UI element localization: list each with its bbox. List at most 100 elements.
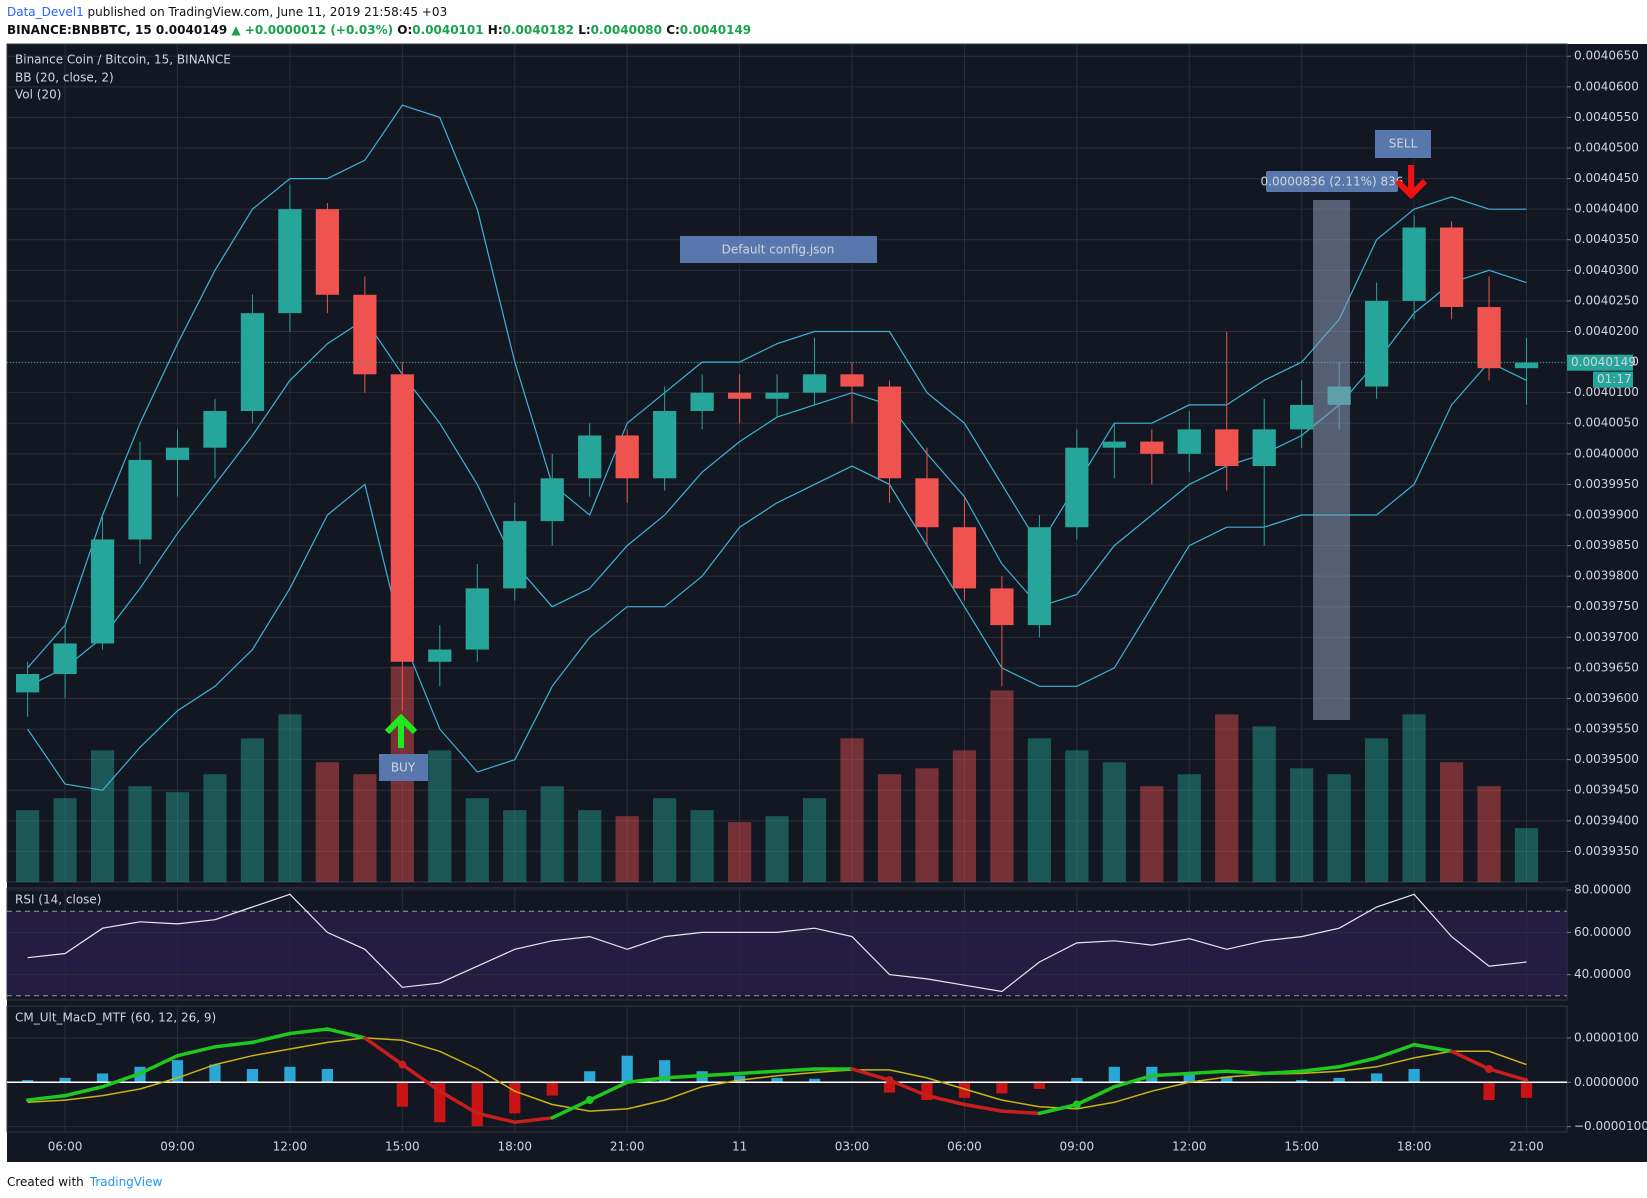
- candle-body: [540, 478, 564, 522]
- candle-body: [1252, 429, 1276, 467]
- macd-segment: [363, 1036, 405, 1067]
- macd-segment: [550, 1098, 592, 1120]
- volume-bar: [840, 738, 864, 882]
- y-tick-label: 0.0039900: [1574, 507, 1639, 521]
- candle-body: [465, 588, 489, 650]
- rsi-band: [7, 911, 1567, 996]
- volume-bar: [1477, 786, 1501, 882]
- volume-bar: [1365, 738, 1389, 882]
- histogram-bar: [171, 1060, 184, 1083]
- close: 0.0040149: [680, 23, 751, 37]
- x-tick-label: 09:00: [1060, 1140, 1095, 1154]
- candle-body: [915, 478, 939, 528]
- y-tick-label: 0.0040400: [1574, 202, 1639, 216]
- c-label: C:: [666, 23, 680, 37]
- bollinger-line: [27, 104, 1527, 669]
- pane-title: RSI (14, close): [15, 893, 101, 907]
- volume-bar: [727, 822, 752, 882]
- y-tick-label: 0.0040350: [1574, 232, 1639, 246]
- macd-segment: [400, 1062, 442, 1093]
- candle-body: [1177, 429, 1201, 454]
- volume-bar: [203, 774, 227, 882]
- macd-segment: [662, 1073, 704, 1080]
- countdown: 01:17: [1597, 372, 1632, 386]
- countdown-tag: [1593, 371, 1633, 388]
- x-tick-label: 03:00: [835, 1140, 870, 1154]
- candle-body: [203, 411, 227, 448]
- candle-body: [1027, 527, 1051, 626]
- y-tick-label: 0.0039600: [1574, 691, 1639, 705]
- footer-line: Created with TradingView: [7, 1175, 162, 1189]
- volume-bar: [90, 750, 115, 882]
- buy-label: BUY: [391, 761, 416, 775]
- x-tick-label: 21:00: [610, 1140, 645, 1154]
- y-tick-label: 0.0039800: [1574, 569, 1639, 583]
- h-label: H:: [488, 23, 503, 37]
- x-tick-label: 15:00: [1284, 1140, 1319, 1154]
- indicator-label: Vol (20): [15, 88, 61, 102]
- histogram-bar: [1296, 1080, 1308, 1083]
- histogram-bar: [584, 1071, 596, 1083]
- volume-bar: [1102, 762, 1126, 882]
- candle-body: [1290, 404, 1314, 430]
- buy-box: [379, 754, 428, 781]
- candle-body: [503, 521, 527, 589]
- candle-body: [1215, 429, 1239, 467]
- volume-bar: [690, 810, 714, 882]
- volume-bar: [15, 810, 40, 882]
- candle-body: [428, 649, 452, 662]
- volume-bar: [1140, 786, 1164, 882]
- volume-bar: [952, 750, 977, 882]
- y-tick-label: 80.00000: [1574, 883, 1631, 897]
- measure-label: 0.0000836 (2.11%) 836: [1261, 175, 1404, 189]
- volume-bar: [240, 738, 265, 882]
- y-tick-label: 0.0040450: [1574, 171, 1639, 185]
- x-tick-label: 09:00: [160, 1140, 195, 1154]
- symbol: BINANCE:BNBBTC, 15: [7, 23, 152, 37]
- sell-arrow: [1394, 165, 1428, 200]
- y-tick-label: 0.0039700: [1574, 630, 1639, 644]
- histogram-bar: [59, 1077, 71, 1083]
- candle-body: [690, 392, 714, 412]
- y-tick-label: 0.0040500: [1574, 140, 1639, 154]
- volume-bar: [165, 792, 190, 882]
- y-tick-label: 60.00000: [1574, 925, 1631, 939]
- y-tick-label: 0.0039650: [1574, 660, 1639, 674]
- y-tick-label: 0.0040250: [1574, 293, 1639, 307]
- macd-segment: [962, 1102, 1004, 1113]
- y-tick-label: 0.0039400: [1574, 813, 1639, 827]
- macd-segment: [1487, 1067, 1529, 1082]
- high: 0.0040182: [503, 23, 579, 37]
- pane-title: CM_Ult_MacD_MTF (60, 12, 26, 9): [15, 1011, 216, 1025]
- candle-body: [727, 392, 752, 399]
- brand[interactable]: TradingView: [89, 1175, 163, 1189]
- macd-segment: [175, 1045, 217, 1058]
- macd-segment: [1000, 1109, 1042, 1116]
- candle-body: [615, 435, 639, 479]
- candle-body: [653, 411, 677, 479]
- histogram-bar: [471, 1082, 483, 1127]
- volume-bar: [765, 816, 789, 882]
- histogram-bar: [1333, 1077, 1345, 1083]
- candle-body: [990, 588, 1014, 626]
- macd-segment: [138, 1053, 180, 1076]
- histogram-bar: [546, 1082, 558, 1096]
- histogram-bar: [321, 1069, 334, 1083]
- y-tick-label: 0.0039750: [1574, 599, 1639, 613]
- sell-box: [1375, 130, 1431, 158]
- histogram-bar: [284, 1066, 296, 1083]
- macd-segment: [925, 1093, 967, 1107]
- candle-body: [90, 539, 115, 644]
- o-label: O:: [397, 23, 412, 37]
- note-box: [680, 236, 877, 263]
- published: published on TradingView.com, June 11, 2…: [84, 5, 447, 19]
- y-tick-label: 0.0039850: [1574, 538, 1639, 552]
- macd-segment: [1224, 1069, 1266, 1076]
- y-tick-label: 0.0040100: [1574, 385, 1639, 399]
- y-tick-label: 0.0040000: [1574, 446, 1639, 460]
- histogram-bar: [96, 1073, 109, 1083]
- macd-segment: [1262, 1069, 1304, 1076]
- chart: 06:00 09:00 12:00 15:00 18:00 21:00 11 03:00 06:…: [6, 43, 1647, 1154]
- author[interactable]: Data_Devel1: [7, 5, 84, 19]
